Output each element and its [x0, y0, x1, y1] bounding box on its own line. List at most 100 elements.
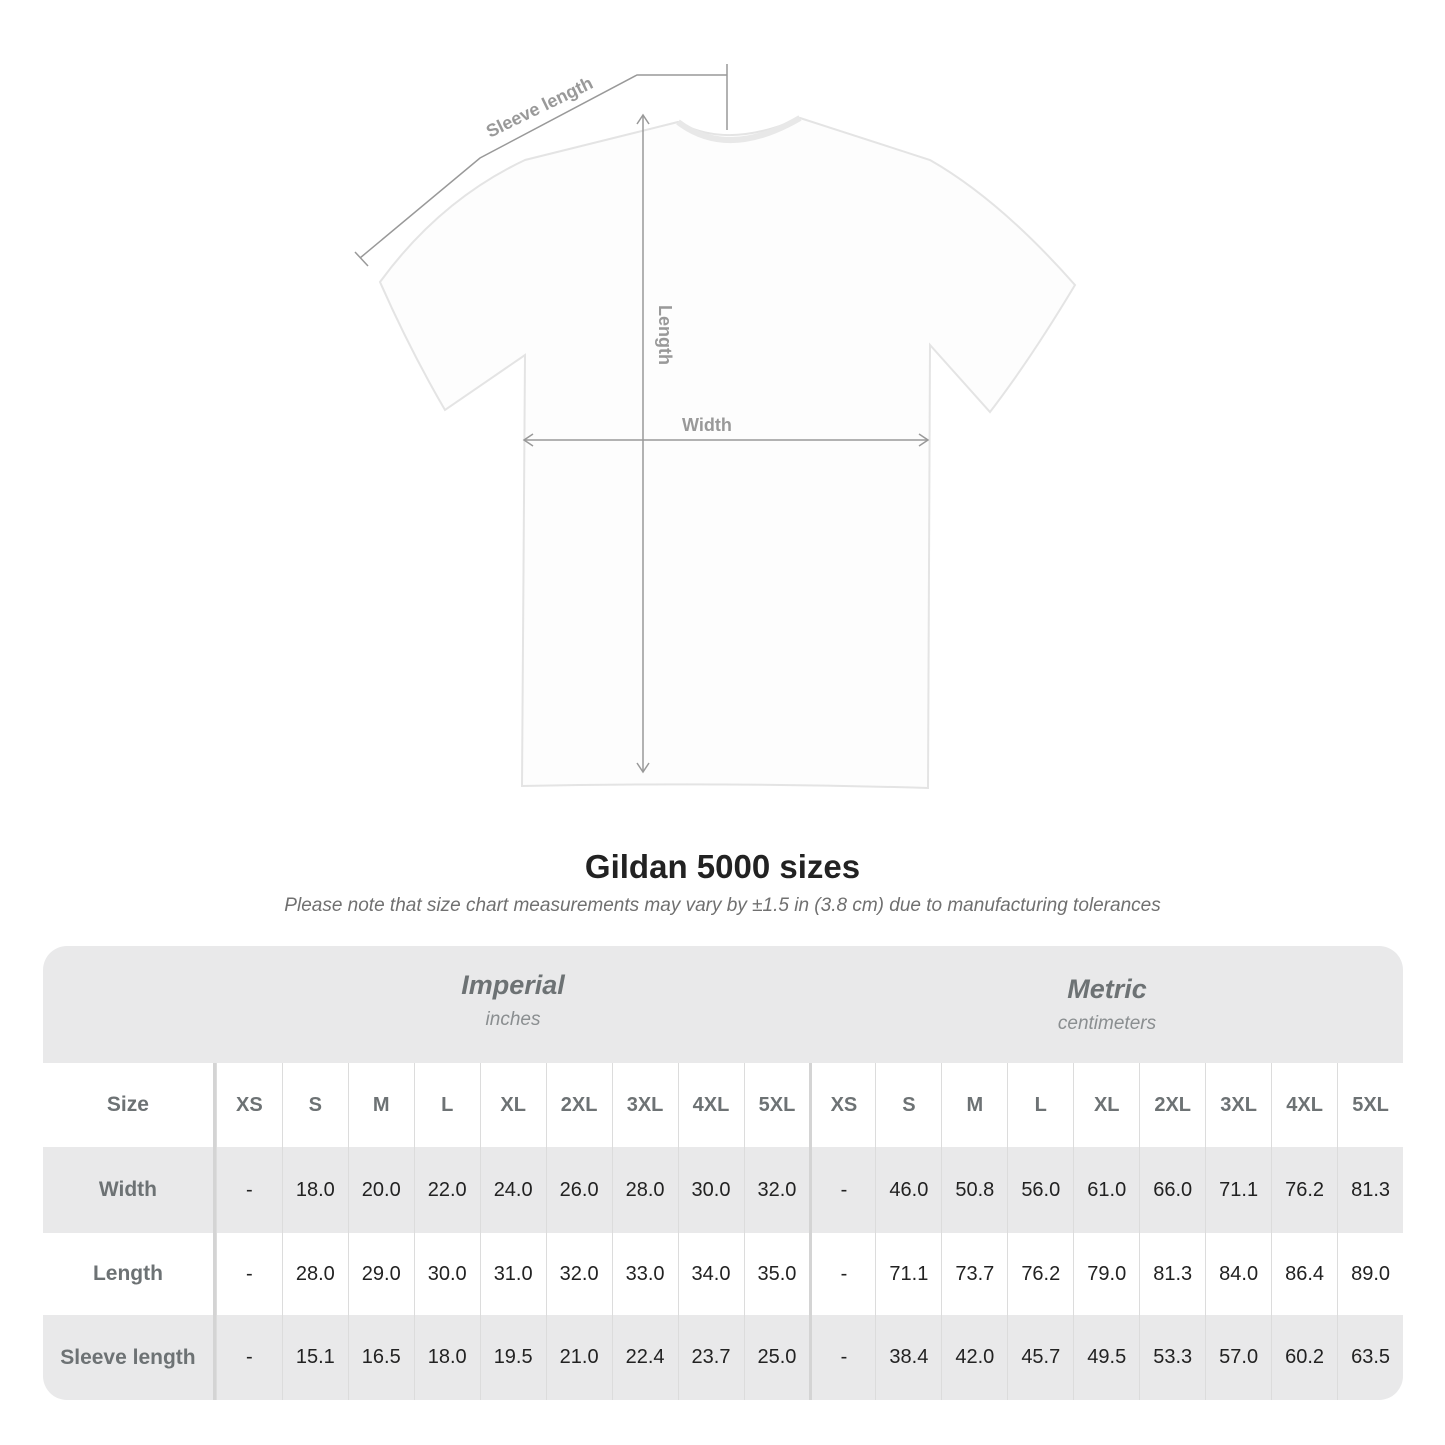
table-row-length: Length -28.0 29.0 30.0 31.0 32.0 33.0 34.0 35.0-…: [43, 1233, 1403, 1315]
metric-value-5xl: 63.5: [1337, 1315, 1403, 1400]
imperial-value-3xl: 22.4: [611, 1315, 678, 1400]
metric-value-2xl: 66.0: [1139, 1147, 1205, 1233]
metric-value-xs: -: [809, 1147, 875, 1233]
imperial-value-xs: -: [215, 1147, 282, 1233]
width-arrow-head-right: [918, 433, 930, 447]
metric-title: Metric: [1067, 974, 1147, 1004]
imperial-size-xl: XL: [479, 1063, 546, 1147]
metric-value-xs: -: [809, 1315, 875, 1400]
metric-size-2xl: 2XL: [1139, 1063, 1205, 1147]
metric-value-5xl: 81.3: [1337, 1147, 1403, 1233]
imperial-value-l: 30.0: [413, 1233, 480, 1315]
imperial-value-4xl: 30.0: [677, 1147, 744, 1233]
imperial-value-xl: 19.5: [479, 1315, 546, 1400]
imperial-value-xl: 31.0: [479, 1233, 546, 1315]
length-label: Length: [655, 305, 675, 365]
imperial-value-m: 29.0: [347, 1233, 414, 1315]
imperial-size-3xl: 3XL: [611, 1063, 678, 1147]
metric-size-5xl: 5XL: [1337, 1063, 1403, 1147]
metric-value-xs: -: [809, 1233, 875, 1315]
imperial-header: Imperial inches: [216, 946, 810, 1087]
imperial-size-4xl: 4XL: [677, 1063, 744, 1147]
imperial-size-l: L: [413, 1063, 480, 1147]
metric-value-m: 73.7: [941, 1233, 1007, 1315]
metric-size-s: S: [875, 1063, 941, 1147]
size-table: Imperial inches Metric centimeters Size X…: [43, 946, 1403, 1400]
imperial-value-m: 16.5: [347, 1315, 414, 1400]
imperial-value-xs: -: [215, 1233, 282, 1315]
metric-value-xl: 79.0: [1073, 1233, 1139, 1315]
imperial-value-5xl: 32.0: [743, 1147, 810, 1233]
imperial-value-4xl: 23.7: [677, 1315, 744, 1400]
imperial-size-2xl: 2XL: [545, 1063, 612, 1147]
imperial-value-2xl: 32.0: [545, 1233, 612, 1315]
table-row-width: Width -18.0 20.0 22.0 24.0 26.0 28.0 30.0 32.0-4…: [43, 1147, 1403, 1233]
sleeve-length-label: Sleeve length: [483, 73, 596, 142]
imperial-size-xs: XS: [215, 1063, 282, 1147]
imperial-value-l: 18.0: [413, 1315, 480, 1400]
imperial-value-5xl: 35.0: [743, 1233, 810, 1315]
metric-value-s: 38.4: [875, 1315, 941, 1400]
imperial-unit: inches: [485, 1009, 541, 1030]
imperial-value-2xl: 21.0: [545, 1315, 612, 1400]
imperial-value-3xl: 28.0: [611, 1147, 678, 1233]
metric-value-l: 56.0: [1007, 1147, 1073, 1233]
collar: [676, 115, 802, 143]
metric-value-3xl: 84.0: [1205, 1233, 1271, 1315]
metric-header: Metric centimeters: [810, 946, 1403, 1091]
metric-size-4xl: 4XL: [1271, 1063, 1337, 1147]
imperial-size-5xl: 5XL: [743, 1063, 810, 1147]
metric-value-2xl: 53.3: [1139, 1315, 1205, 1400]
metric-value-xl: 49.5: [1073, 1315, 1139, 1400]
metric-value-s: 71.1: [875, 1233, 941, 1315]
size-header-row: Size XS S M L XL 2XL 3XL 4XL 5XL XS S M L XL 2XL 3XL 4XL 5…: [43, 1063, 1403, 1147]
metric-value-m: 50.8: [941, 1147, 1007, 1233]
imperial-size-m: M: [347, 1063, 414, 1147]
imperial-value-s: 28.0: [281, 1233, 348, 1315]
imperial-value-xs: -: [215, 1315, 282, 1400]
imperial-value-s: 15.1: [281, 1315, 348, 1400]
imperial-value-3xl: 33.0: [611, 1233, 678, 1315]
metric-size-xs: XS: [809, 1063, 875, 1147]
metric-size-l: L: [1007, 1063, 1073, 1147]
metric-value-4xl: 60.2: [1271, 1315, 1337, 1400]
metric-value-3xl: 71.1: [1205, 1147, 1271, 1233]
imperial-value-m: 20.0: [347, 1147, 414, 1233]
metric-value-2xl: 81.3: [1139, 1233, 1205, 1315]
imperial-value-s: 18.0: [281, 1147, 348, 1233]
imperial-value-5xl: 25.0: [743, 1315, 810, 1400]
tshirt-diagram: Sleeve length Length Width: [354, 64, 1077, 790]
imperial-value-xl: 24.0: [479, 1147, 546, 1233]
metric-value-l: 45.7: [1007, 1315, 1073, 1400]
sleeve-tick-start: [354, 251, 369, 267]
row-label: Sleeve length: [43, 1315, 216, 1400]
metric-value-4xl: 76.2: [1271, 1147, 1337, 1233]
row-label: Length: [43, 1233, 216, 1315]
imperial-value-4xl: 34.0: [677, 1233, 744, 1315]
size-label: Size: [43, 1063, 216, 1147]
metric-size-3xl: 3XL: [1205, 1063, 1271, 1147]
imperial-size-s: S: [281, 1063, 348, 1147]
length-arrow-head-bottom: [636, 762, 650, 774]
metric-value-3xl: 57.0: [1205, 1315, 1271, 1400]
sleeve-length-line: [359, 74, 727, 259]
metric-size-m: M: [941, 1063, 1007, 1147]
tolerance-note: Please note that size chart measurements…: [284, 895, 1161, 916]
imperial-value-2xl: 26.0: [545, 1147, 612, 1233]
tshirt-shape: [378, 116, 1077, 790]
metric-value-m: 42.0: [941, 1315, 1007, 1400]
width-arrow-head-left: [522, 433, 534, 447]
imperial-value-l: 22.0: [413, 1147, 480, 1233]
metric-value-xl: 61.0: [1073, 1147, 1139, 1233]
metric-value-s: 46.0: [875, 1147, 941, 1233]
chart-title: Gildan 5000 sizes: [584, 848, 861, 885]
row-label: Width: [43, 1147, 216, 1233]
width-label: Width: [682, 415, 732, 435]
metric-unit: centimeters: [1057, 1013, 1157, 1034]
imperial-title: Imperial: [461, 970, 565, 1000]
metric-value-l: 76.2: [1007, 1233, 1073, 1315]
table-row-sleeve-length: Sleeve length -15.1 16.5 18.0 19.5 21.0 22.4 23…: [43, 1315, 1403, 1400]
length-arrow-head-top: [636, 113, 650, 125]
metric-value-5xl: 89.0: [1337, 1233, 1403, 1315]
metric-value-4xl: 86.4: [1271, 1233, 1337, 1315]
